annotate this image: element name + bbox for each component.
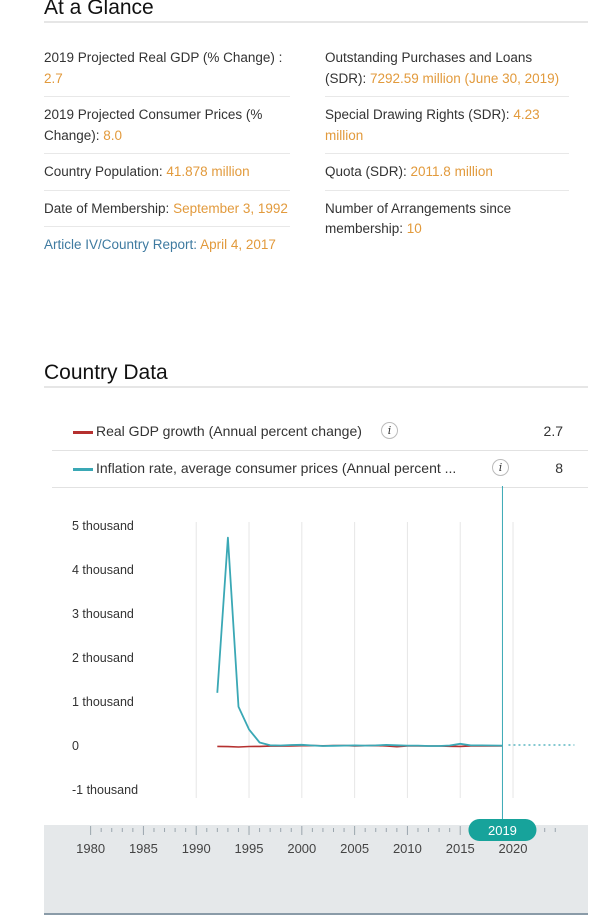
selected-year-label: 2019 — [488, 823, 517, 838]
legend-label: Real GDP growth (Annual percent change) — [96, 423, 362, 439]
fact-value: 8.0 — [103, 127, 123, 143]
navigator-tick-label: 2020 — [499, 841, 528, 856]
country-data-chart[interactable]: 5 thousand 4 thousand 3 thousand 2 thousand… — [44, 486, 588, 915]
fact-value: April 4, 2017 — [200, 237, 276, 252]
fact-label: Number of Arrangements since membership: — [325, 200, 512, 237]
fact-outstanding-purchases: Outstanding Purchases and Loans (SDR): 7… — [325, 48, 569, 97]
navigator-tick-label: 1990 — [182, 841, 211, 856]
fact-membership-date: Date of Membership: September 3, 1992 — [44, 199, 290, 227]
legend-item-inflation[interactable]: Inflation rate, average consumer prices … — [52, 451, 588, 488]
series-line-inflation — [216, 536, 503, 747]
fact-sdr: Special Drawing Rights (SDR): 4.23 milli… — [325, 105, 569, 154]
fact-value: 2011.8 million — [410, 164, 493, 179]
selected-year-badge[interactable] — [468, 819, 537, 841]
y-tick-label: 2 thousand — [72, 651, 134, 665]
y-tick-label: 1 thousand — [72, 695, 134, 709]
fact-value: 10 — [406, 221, 422, 236]
fact-population: Country Population: 41.878 million — [44, 162, 290, 191]
y-tick-label: 0 — [72, 739, 79, 753]
info-icon[interactable]: i — [492, 459, 509, 476]
legend-label: Inflation rate, average consumer prices … — [96, 460, 457, 476]
fact-value: 41.878 million — [166, 164, 250, 179]
fact-label: Special Drawing Rights (SDR): — [325, 107, 514, 122]
navigator-tick-label: 2000 — [287, 841, 316, 856]
country-data-title: Country Data — [44, 361, 168, 384]
country-data-rule — [44, 386, 588, 388]
y-tick-label: -1 thousand — [72, 783, 138, 797]
navigator-tick-label: 2005 — [340, 841, 369, 856]
fact-label: 2019 Projected Real GDP (% Change) : — [44, 50, 283, 65]
fact-label: Outstanding Purchases and Loans (SDR): — [325, 50, 533, 86]
navigator-tick-label: 1985 — [129, 841, 158, 856]
fact-value: 2.7 — [44, 70, 63, 86]
legend-value: 2.7 — [543, 423, 563, 439]
y-tick-label: 5 thousand — [72, 519, 134, 533]
legend-swatch-real-gdp — [73, 431, 93, 434]
article-iv-link[interactable]: Article IV/Country Report: — [44, 237, 201, 252]
at-a-glance-title: At a Glance — [44, 0, 154, 19]
navigator-tick-label: 2015 — [446, 841, 475, 856]
glance-right-column: Outstanding Purchases and Loans (SDR): 7… — [325, 48, 569, 255]
fact-article-iv: Article IV/Country Report: April 4, 2017 — [44, 235, 290, 263]
fact-quota: Quota (SDR): 2011.8 million — [325, 162, 569, 191]
y-tick-label: 3 thousand — [72, 607, 134, 621]
fact-arrangements: Number of Arrangements since membership:… — [325, 199, 569, 247]
fact-label: 2019 Projected Consumer Prices (% Change… — [44, 107, 263, 143]
legend-value: 8 — [555, 460, 563, 476]
fact-label: Country Population: — [44, 164, 167, 179]
fact-label: Date of Membership: — [44, 200, 174, 216]
fact-consumer-prices: 2019 Projected Consumer Prices (% Change… — [44, 105, 290, 154]
legend-swatch-inflation — [73, 468, 93, 471]
at-a-glance-rule — [44, 21, 588, 23]
y-tick-label: 4 thousand — [72, 563, 134, 577]
navigator-tick-label: 1995 — [235, 841, 264, 856]
navigator-tick-label: 1980 — [76, 841, 105, 856]
fact-value: September 3, 1992 — [173, 200, 288, 216]
glance-left-column: 2019 Projected Real GDP (% Change) : 2.7… — [44, 48, 290, 271]
fact-value: 7292.59 million (June 30, 2019) — [370, 70, 560, 86]
fact-real-gdp: 2019 Projected Real GDP (% Change) : 2.7 — [44, 48, 290, 97]
legend-item-real-gdp[interactable]: Real GDP growth (Annual percent change) … — [52, 414, 588, 451]
navigator-tick-label: 2010 — [393, 841, 422, 856]
fact-value: 4.23 million — [325, 107, 540, 143]
info-icon[interactable]: i — [381, 422, 398, 439]
fact-label: Quota (SDR): — [325, 164, 411, 179]
